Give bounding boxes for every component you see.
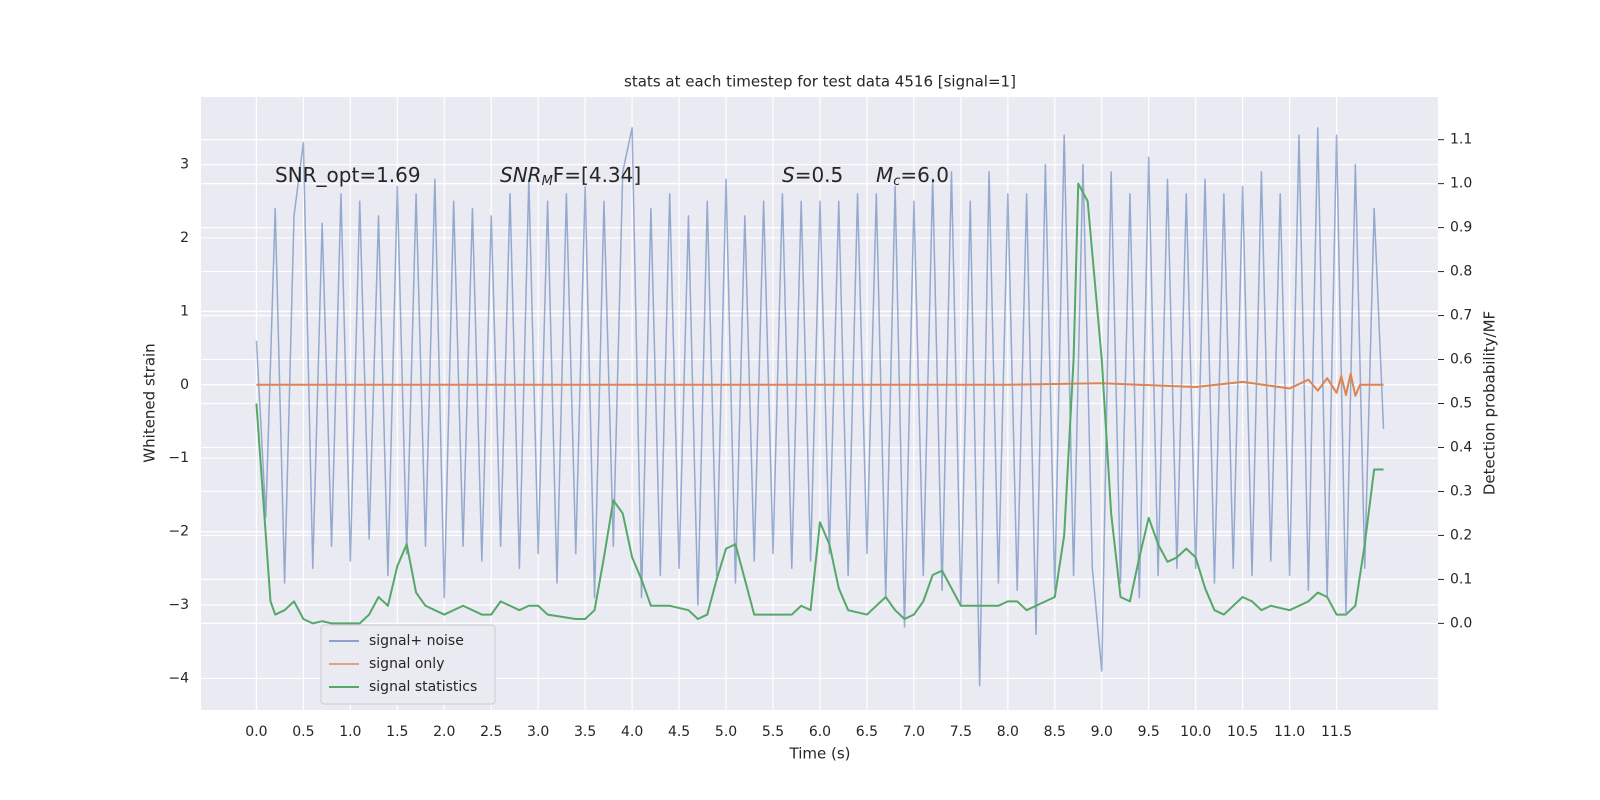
annotation-part: SNR (500, 163, 542, 187)
x-tick-label: 5.5 (762, 724, 784, 740)
annotation: S=0.5 (782, 163, 843, 187)
annotation-part: c (893, 174, 900, 189)
y2-tick-label: 0.0 (1450, 615, 1472, 631)
x-axis-label: Time (s) (789, 745, 851, 763)
y-tick-label: 3 (180, 157, 189, 173)
annotation: SNRMF=[4.34] (500, 163, 641, 189)
y-tick-label: −4 (168, 670, 189, 686)
chart-title: stats at each timestep for test data 451… (624, 73, 1016, 91)
annotation-part: S (782, 163, 795, 187)
x-tick-label: 10.0 (1180, 724, 1211, 740)
annotation-part: SNR_opt=1.69 (275, 163, 421, 187)
y-tick-label: 0 (180, 377, 189, 393)
x-tick-label: 1.0 (339, 724, 361, 740)
annotation-part: M (542, 174, 553, 189)
legend-box (320, 624, 496, 705)
y2-tick-label: 0.4 (1450, 439, 1472, 455)
x-tick-label: 7.5 (950, 724, 972, 740)
x-tick-label: 11.0 (1274, 724, 1305, 740)
y2-tick-label: 0.3 (1450, 483, 1472, 499)
annotation-part: M (876, 163, 893, 187)
y2-tick-label: 1.0 (1450, 176, 1472, 192)
y2-tick-label: 0.6 (1450, 352, 1472, 368)
x-tick-label: 2.5 (480, 724, 502, 740)
x-tick-label: 5.0 (715, 724, 737, 740)
x-tick-label: 3.5 (574, 724, 596, 740)
annotation-part: =0.5 (795, 163, 844, 187)
y2-tick-label: 1.1 (1450, 132, 1472, 148)
x-tick-label: 6.0 (809, 724, 831, 740)
y-tick-label: 2 (180, 230, 189, 246)
annotation: Mc=6.0 (876, 163, 949, 189)
x-tick-label: 8.5 (1044, 724, 1066, 740)
annotation-part: =6.0 (900, 163, 949, 187)
x-tick-label: 10.5 (1227, 724, 1258, 740)
y2-tick-label: 0.9 (1450, 220, 1472, 236)
x-tick-label: 4.5 (668, 724, 690, 740)
y-tick-label: −2 (168, 524, 189, 540)
x-tick-label: 9.5 (1138, 724, 1160, 740)
x-tick-label: 3.0 (527, 724, 549, 740)
y-axis-label: Whitened strain (141, 343, 159, 462)
y2-axis-label: Detection probability/MF (1481, 311, 1499, 495)
series-line (255, 182, 1384, 625)
legend-label: signal only (369, 656, 444, 672)
legend-label: signal statistics (369, 679, 477, 695)
annotation: SNR_opt=1.69 (275, 163, 421, 187)
x-tick-label: 7.0 (903, 724, 925, 740)
x-tick-label: 0.5 (292, 724, 314, 740)
y-tick-label: −1 (168, 450, 189, 466)
y2-tick-label: 0.8 (1450, 264, 1472, 280)
y2-tick-label: 0.7 (1450, 308, 1472, 324)
annotation-part: F=[4.34] (553, 163, 641, 187)
y-tick-label: −3 (168, 597, 189, 613)
x-tick-label: 2.0 (433, 724, 455, 740)
x-tick-label: 1.5 (386, 724, 408, 740)
y2-tick-label: 0.2 (1450, 527, 1472, 543)
series-line (255, 127, 1385, 687)
legend-label: signal+ noise (369, 633, 464, 649)
y-tick-label: 1 (180, 303, 189, 319)
x-tick-label: 8.0 (997, 724, 1019, 740)
x-tick-label: 11.5 (1321, 724, 1352, 740)
y2-tick-label: 0.1 (1450, 571, 1472, 587)
x-tick-label: 9.0 (1091, 724, 1113, 740)
series-line (256, 372, 1384, 397)
x-tick-label: 0.0 (245, 724, 267, 740)
x-tick-label: 6.5 (856, 724, 878, 740)
x-tick-label: 4.0 (621, 724, 643, 740)
y2-tick-label: 0.5 (1450, 396, 1472, 412)
